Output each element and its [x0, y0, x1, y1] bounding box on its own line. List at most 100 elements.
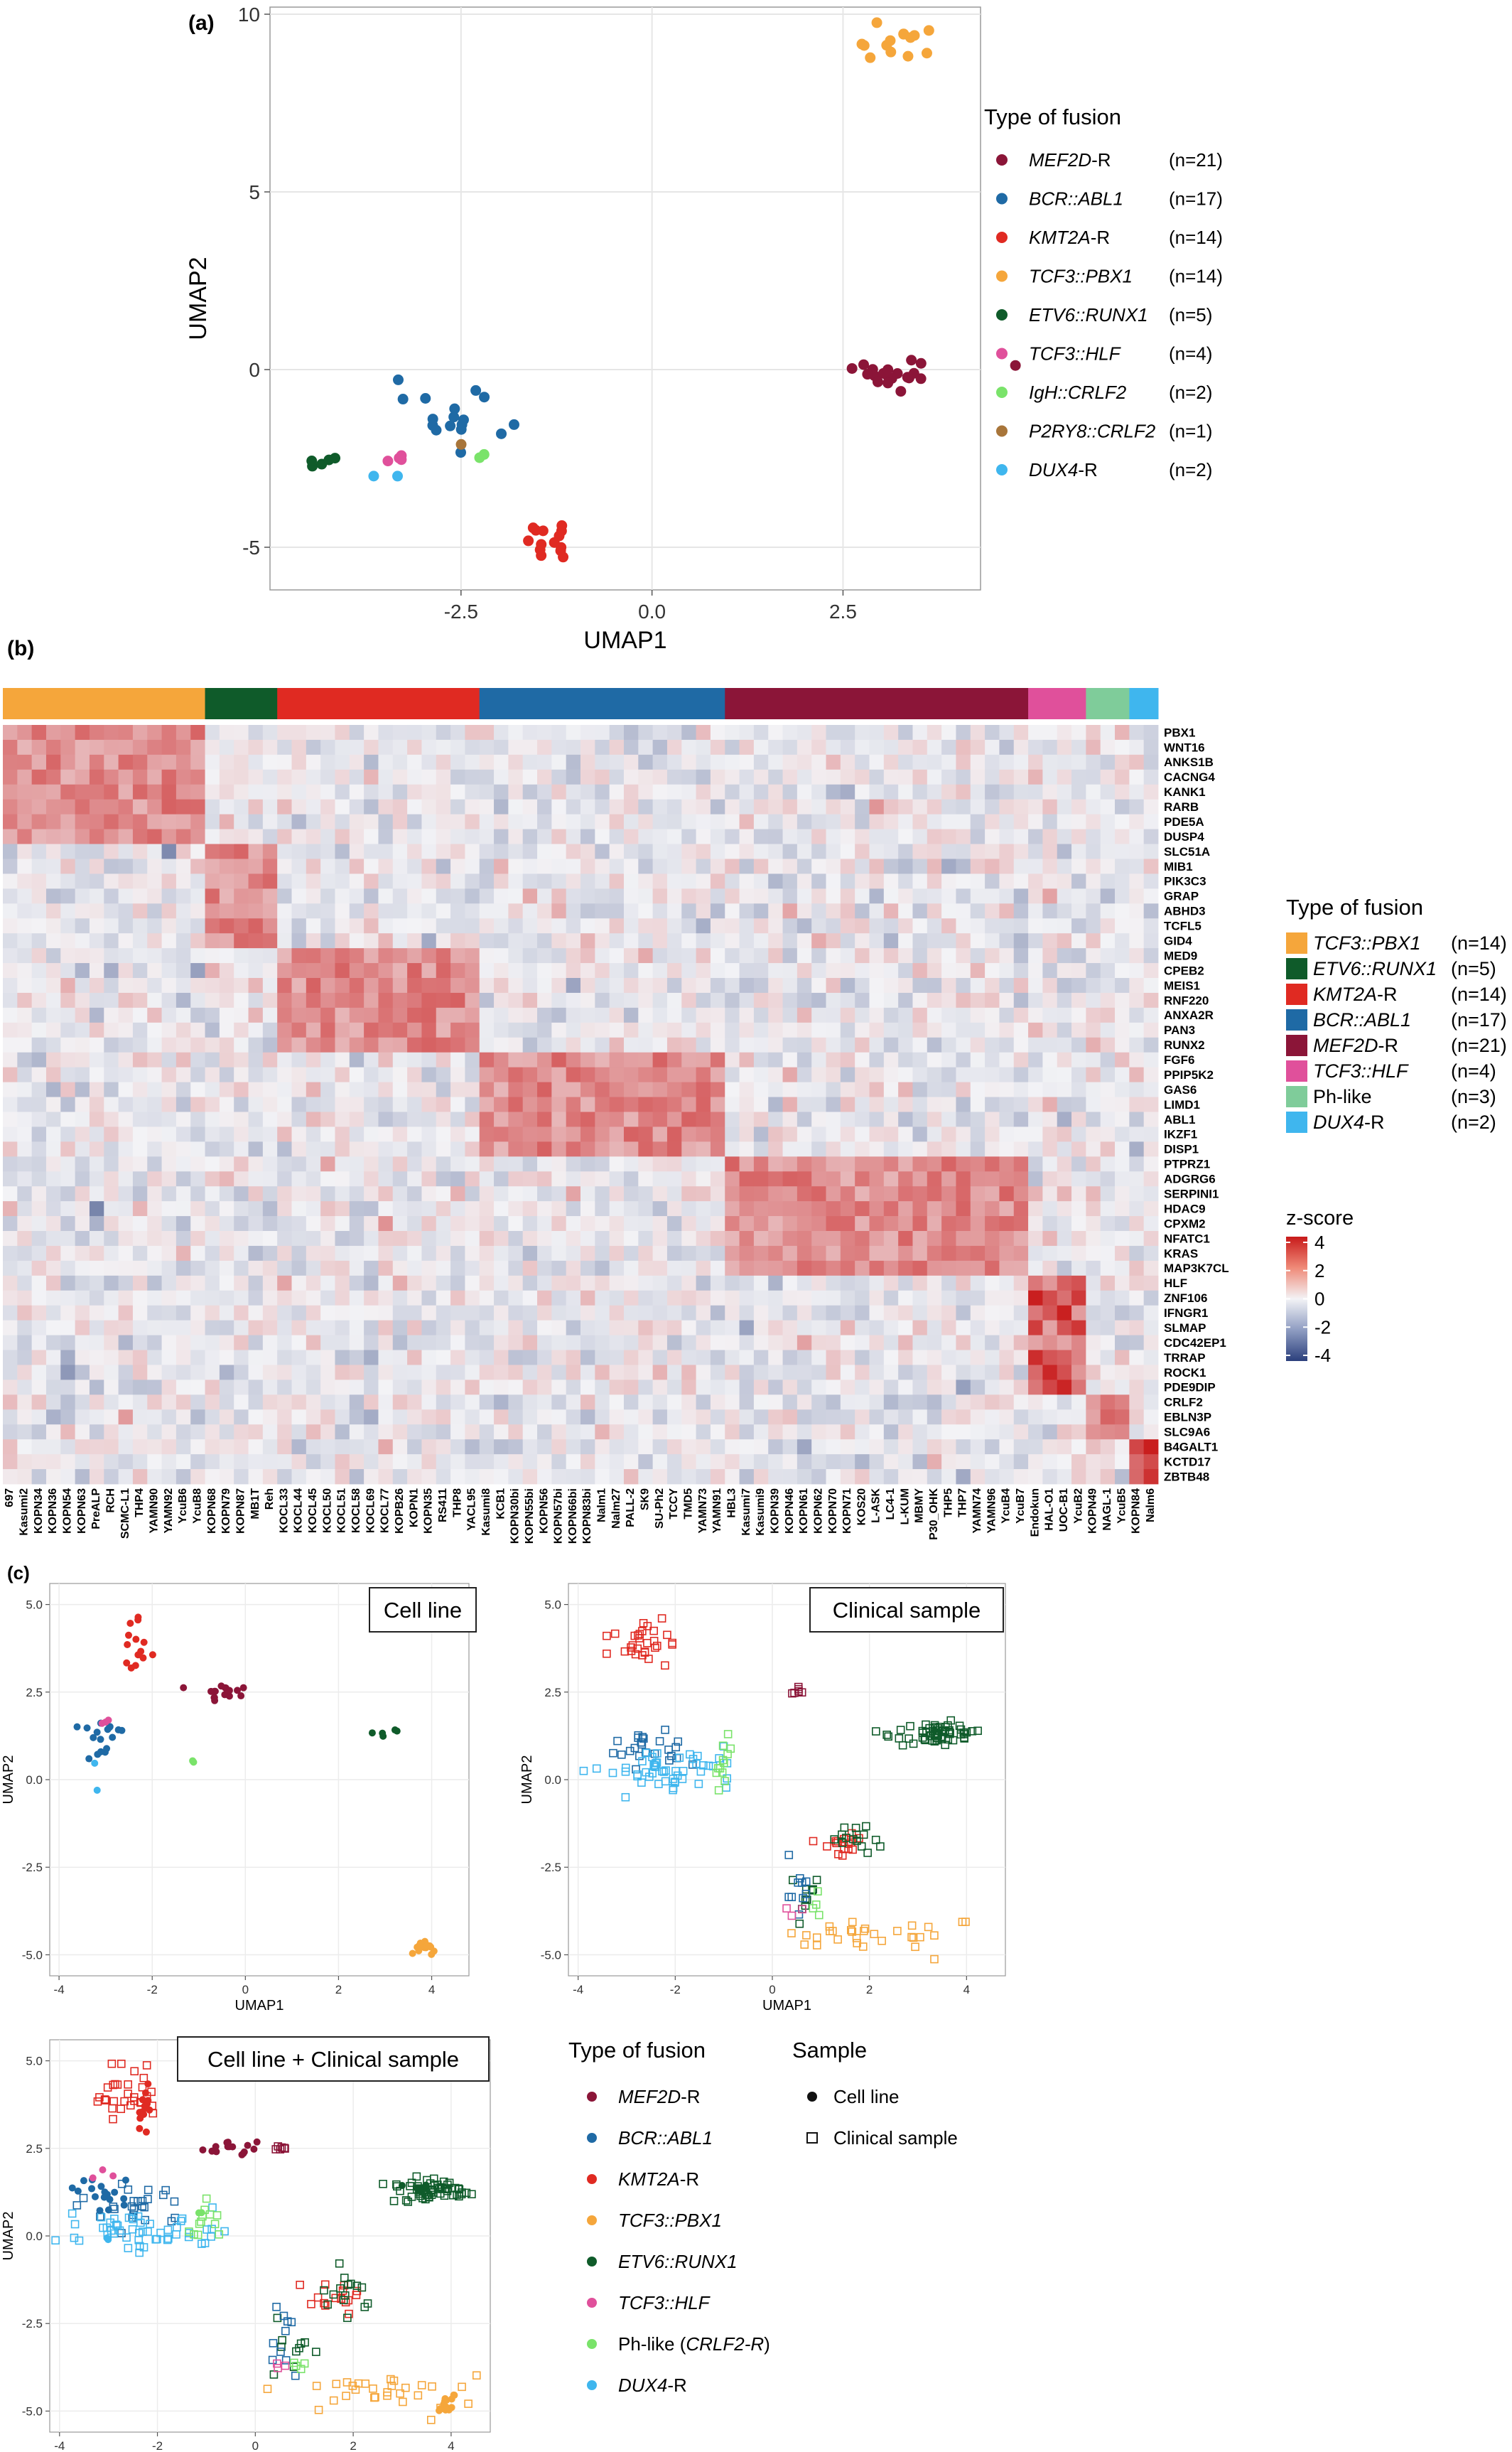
legend-swatch: [1286, 958, 1307, 979]
heatmap-cell: [1100, 739, 1116, 756]
heatmap-cell: [566, 1320, 581, 1335]
heatmap-cell: [508, 1007, 524, 1023]
heatmap-cell: [479, 1141, 495, 1157]
heatmap-cell: [378, 1469, 394, 1485]
heatmap-cell: [999, 799, 1015, 815]
heatmap-cell: [768, 1231, 783, 1247]
heatmap-cell: [3, 1112, 18, 1127]
heatmap-cell: [277, 918, 292, 934]
heatmap-cell: [17, 992, 33, 1009]
heatmap-cell: [855, 1141, 870, 1157]
heatmap-cell: [118, 1469, 134, 1485]
heatmap-cell: [595, 992, 610, 1009]
heatmap-cell: [291, 1260, 307, 1276]
heatmap-cell: [60, 1454, 76, 1470]
heatmap-cell: [927, 1052, 942, 1068]
heatmap-cell: [696, 814, 711, 829]
data-point-clinical: [699, 1761, 708, 1770]
y-tick-label: 5: [249, 181, 260, 203]
heatmap-cell: [219, 888, 234, 904]
heatmap-cell: [378, 1037, 394, 1053]
panel-a-plot-area: [269, 6, 981, 591]
heatmap-cell: [234, 1335, 249, 1350]
heatmap-cell: [465, 873, 480, 889]
heatmap-cell: [1129, 933, 1145, 949]
heatmap-cell: [985, 1007, 1000, 1023]
heatmap-cell: [1100, 844, 1116, 859]
heatmap-cell: [1028, 1171, 1043, 1187]
heatmap-cell: [1057, 1186, 1072, 1202]
heatmap-cell: [277, 859, 292, 874]
data-point-clinical: [876, 1842, 885, 1851]
heatmap-cell: [378, 1022, 394, 1038]
heatmap-cell: [3, 1424, 18, 1440]
heatmap-cell: [696, 1350, 711, 1365]
heatmap-cell: [479, 1126, 495, 1142]
heatmap-cell: [436, 1365, 451, 1380]
heatmap-cell: [696, 1305, 711, 1321]
heatmap-cell: [262, 1275, 278, 1291]
heatmap-cell: [89, 1186, 104, 1202]
heatmap-cell: [479, 992, 495, 1009]
heatmap-cell: [407, 1231, 422, 1247]
heatmap-cell: [364, 1454, 379, 1470]
heatmap-cell: [392, 1305, 408, 1321]
heatmap-cell: [45, 1350, 61, 1365]
heatmap-cell: [1100, 1290, 1116, 1306]
heatmap-cell: [147, 963, 162, 979]
heatmap-cell: [407, 1260, 422, 1276]
heatmap-cell: [335, 1365, 350, 1380]
heatmap-cell: [45, 1231, 61, 1247]
heatmap-cell: [609, 799, 625, 815]
data-point-clinical: [884, 1732, 893, 1741]
heatmap-cell: [320, 1365, 335, 1380]
heatmap-cell: [89, 1350, 104, 1365]
data-point-clinical: [109, 2097, 119, 2106]
heatmap-cell: [176, 963, 191, 979]
data-point-kmt2a: [549, 537, 560, 548]
heatmap-cell: [826, 1112, 841, 1127]
heatmap-cell: [205, 725, 220, 741]
heatmap-cell: [522, 1141, 538, 1157]
heatmap-cell: [349, 918, 364, 934]
heatmap-cell: [537, 1320, 552, 1335]
heatmap-cell: [739, 1305, 755, 1321]
heatmap-cell: [118, 963, 134, 979]
legend-swatch: [1286, 1112, 1307, 1133]
heatmap-cell: [580, 814, 595, 829]
heatmap-cell: [710, 888, 725, 904]
heatmap-cell: [1057, 1156, 1072, 1172]
heatmap-cell: [450, 739, 465, 756]
data-point-clinical: [630, 1743, 639, 1753]
heatmap-cell: [219, 873, 234, 889]
heatmap-cell: [826, 873, 841, 889]
heatmap-cell: [291, 754, 307, 770]
gene-label: HLF: [1164, 1276, 1187, 1290]
heatmap-cell: [1129, 829, 1145, 844]
heatmap-cell: [1129, 1260, 1145, 1276]
heatmap-cell: [291, 844, 307, 859]
heatmap-cell: [883, 829, 899, 844]
heatmap-cell: [378, 814, 394, 829]
heatmap-cell: [710, 963, 725, 979]
heatmap-cell: [479, 1216, 495, 1232]
heatmap-cell: [277, 992, 292, 1009]
heatmap-cell: [696, 1439, 711, 1455]
heatmap-cell: [566, 1365, 581, 1380]
heatmap-cell: [89, 1156, 104, 1172]
heatmap-cell: [89, 933, 104, 949]
heatmap-cell: [580, 1156, 595, 1172]
heatmap-cell: [3, 1186, 18, 1202]
heatmap-cell: [508, 1394, 524, 1410]
heatmap-cell: [883, 1126, 899, 1142]
data-point-clinical: [668, 1638, 677, 1647]
heatmap-cell: [869, 1245, 885, 1262]
heatmap-cell: [537, 814, 552, 829]
heatmap-cell: [580, 1141, 595, 1157]
heatmap-cell: [912, 1037, 928, 1053]
heatmap-cell: [205, 1141, 220, 1157]
heatmap-cell: [465, 1126, 480, 1142]
legend-count: (n=17): [1451, 1009, 1507, 1031]
heatmap-cell: [508, 1112, 524, 1127]
legend-marker: [996, 232, 1008, 243]
